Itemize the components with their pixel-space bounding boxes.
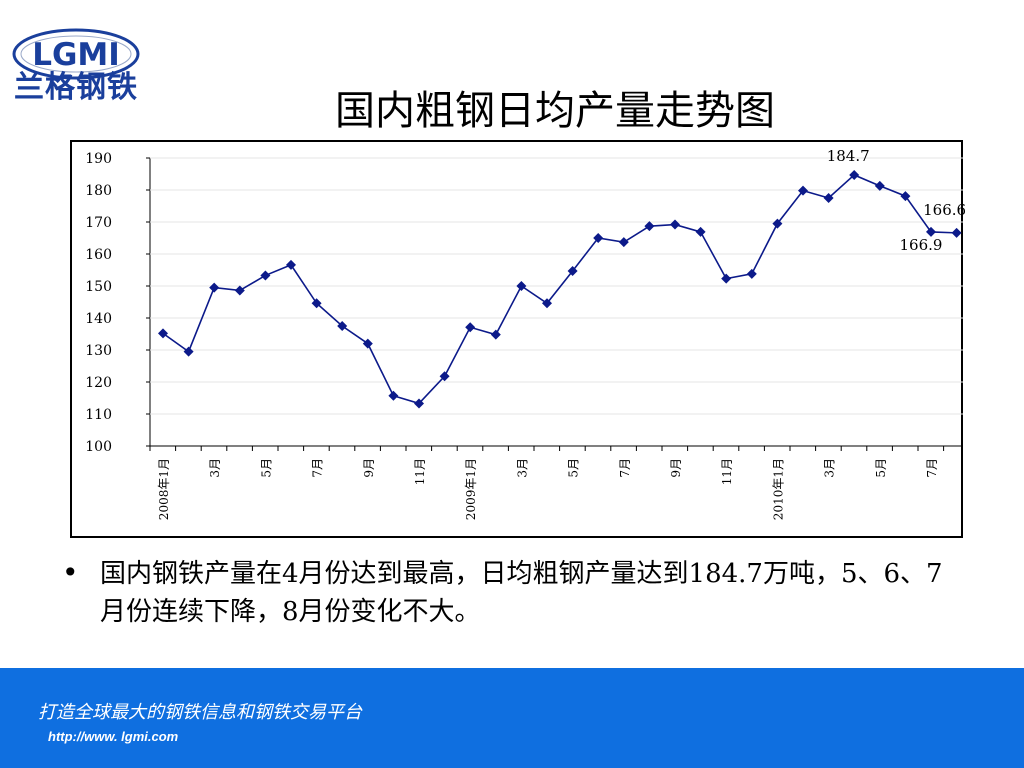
x-tick-label: 3月 (515, 458, 529, 478)
data-point (746, 268, 757, 279)
y-tick-label: 120 (85, 375, 112, 391)
data-point (874, 180, 885, 191)
data-point (209, 282, 220, 293)
data-point (311, 298, 322, 309)
data-point (362, 338, 373, 349)
data-point (465, 322, 476, 333)
x-tick-label: 9月 (669, 458, 683, 478)
y-tick-label: 190 (85, 151, 112, 167)
data-point (772, 218, 783, 229)
data-point (695, 226, 706, 237)
data-point (286, 259, 296, 270)
data-point (567, 265, 578, 276)
data-point (490, 329, 501, 340)
x-tick-label: 2008年1月 (157, 458, 171, 520)
svg-text:LGMI: LGMI (32, 37, 120, 73)
data-point (618, 237, 629, 248)
x-tick-label: 2010年1月 (771, 458, 785, 520)
x-tick-label: 9月 (362, 458, 376, 478)
x-tick-label: 2009年1月 (464, 458, 478, 520)
x-tick-label: 5月 (567, 458, 581, 478)
y-tick-label: 150 (85, 279, 112, 295)
data-point (183, 346, 194, 357)
data-label: 166.9 (900, 236, 943, 254)
data-point (388, 390, 399, 401)
data-point (439, 371, 450, 382)
data-point (849, 169, 860, 180)
footer-bar (0, 668, 1024, 768)
bullet-marker: • (62, 556, 79, 589)
data-point (823, 193, 834, 203)
data-label: 184.7 (827, 147, 870, 165)
bullet-text: 国内钢铁产量在4月份达到最高，日均粗钢产量达到184.7万吨，5、6、7月份连续… (100, 559, 943, 627)
data-point (337, 321, 348, 331)
y-tick-label: 180 (85, 183, 112, 199)
data-point (542, 298, 552, 309)
x-tick-label: 11月 (413, 458, 427, 485)
x-tick-label: 7月 (925, 458, 939, 478)
data-point (158, 328, 168, 339)
x-tick-label: 11月 (720, 458, 734, 485)
data-point (516, 281, 527, 291)
logo-name: 兰格钢铁 (14, 70, 138, 105)
data-point (798, 185, 808, 196)
data-point (593, 233, 604, 243)
x-tick-label: 3月 (208, 458, 222, 478)
page-title: 国内粗钢日均产量走势图 (335, 88, 775, 134)
x-tick-label: 5月 (259, 458, 273, 478)
x-tick-label: 3月 (823, 458, 837, 478)
data-point (670, 219, 680, 230)
data-point (260, 270, 271, 281)
logo-mark: LGMI (12, 28, 140, 80)
footer-slogan: 打造全球最大的钢铁信息和钢铁交易平台 (38, 702, 362, 723)
data-point (900, 191, 911, 202)
y-tick-label: 110 (85, 407, 112, 423)
y-tick-label: 170 (85, 215, 112, 231)
data-point (644, 221, 655, 232)
series-line (162, 174, 957, 405)
chart-frame: 190 180 170 160 150 140 130 120 110 100 2008年1月 3月 5… (70, 140, 965, 538)
y-tick-label: 100 (85, 439, 112, 455)
x-tick-label: 5月 (874, 458, 888, 478)
data-point (951, 227, 962, 238)
line-chart: 190 180 170 160 150 140 130 120 110 100 2008年1月 3月 5… (85, 147, 965, 520)
data-point (926, 226, 936, 237)
data-point (721, 273, 732, 284)
data-label: 166.6 (923, 201, 965, 219)
data-point (234, 285, 245, 296)
x-tick-label: 7月 (618, 458, 632, 478)
y-tick-label: 140 (85, 311, 112, 327)
x-tick-label: 7月 (311, 458, 325, 478)
footer-url[interactable]: http://www. lgmi.com (48, 729, 179, 744)
y-tick-label: 130 (85, 343, 112, 359)
data-point (414, 398, 424, 409)
y-tick-label: 160 (85, 247, 112, 263)
